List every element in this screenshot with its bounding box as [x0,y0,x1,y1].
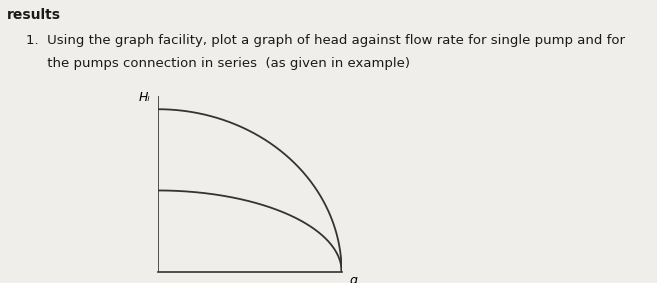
Text: q: q [349,274,357,283]
Text: results: results [7,8,60,22]
Text: the pumps connection in series  (as given in example): the pumps connection in series (as given… [26,57,410,70]
Text: Hₗ: Hₗ [139,91,150,104]
Text: 1.  Using the graph facility, plot a graph of head against flow rate for single : 1. Using the graph facility, plot a grap… [26,34,625,47]
